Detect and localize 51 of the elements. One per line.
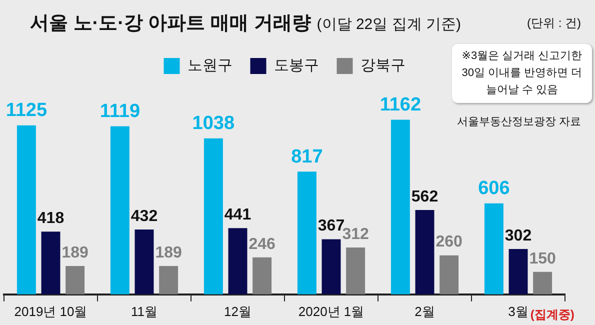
bar bbox=[297, 172, 316, 294]
data-label: 1162 bbox=[380, 94, 422, 116]
bar bbox=[159, 266, 178, 294]
data-label: 260 bbox=[436, 234, 463, 251]
bar bbox=[415, 210, 434, 294]
data-label: 1038 bbox=[192, 113, 235, 134]
x-tick-label: 3월 bbox=[508, 304, 528, 319]
bar bbox=[228, 228, 248, 294]
bar bbox=[204, 138, 223, 294]
x-tick-label: 12월 bbox=[224, 304, 252, 319]
x-tick-label: 2월 bbox=[414, 304, 435, 319]
chart-subtitle: (이달 22일 집계 기준) bbox=[316, 16, 461, 33]
bar bbox=[110, 126, 130, 294]
data-label: 1125 bbox=[6, 100, 48, 122]
bar bbox=[440, 255, 459, 294]
data-label: 562 bbox=[411, 188, 438, 206]
legend-label: 강북구 bbox=[360, 57, 406, 74]
data-label: 418 bbox=[37, 210, 64, 227]
data-label: 817 bbox=[291, 146, 323, 168]
data-label: 302 bbox=[504, 227, 532, 244]
data-label: 606 bbox=[478, 178, 510, 200]
x-tick-label: 11월 bbox=[131, 304, 158, 319]
bar bbox=[134, 229, 154, 294]
bar bbox=[252, 257, 272, 294]
x-tick-label: 2020년 1월 bbox=[298, 304, 364, 319]
bar bbox=[322, 239, 341, 294]
bar bbox=[16, 125, 36, 294]
text: (집계중) bbox=[530, 307, 574, 322]
data-label: 432 bbox=[130, 208, 158, 225]
bar bbox=[41, 232, 60, 294]
legend-label: 노원구 bbox=[187, 57, 232, 74]
chart-title: 서울 노·도·강 아파트 매매 거래량 bbox=[30, 13, 311, 34]
data-label: 246 bbox=[248, 236, 276, 253]
data-label: 150 bbox=[529, 250, 556, 268]
data-label: 312 bbox=[342, 226, 370, 243]
data-label: 441 bbox=[224, 206, 252, 224]
data-label: 189 bbox=[62, 244, 89, 262]
bar bbox=[66, 266, 85, 294]
bar bbox=[390, 120, 410, 294]
annotation: 서울부동산정보광장 자료 bbox=[456, 115, 581, 129]
bar bbox=[533, 272, 552, 294]
data-label: 367 bbox=[318, 218, 345, 235]
data-label: 189 bbox=[155, 244, 182, 262]
text: ※3월은 실거래 신고기한 30일 이내를 반영하면 더 늘어날 수 있음 bbox=[452, 44, 592, 103]
legend-label: 도봉구 bbox=[274, 57, 319, 74]
x-tick-label: 2019년 10월 bbox=[14, 304, 88, 319]
bar bbox=[346, 248, 366, 294]
data-label: 1119 bbox=[100, 100, 140, 122]
bar bbox=[484, 203, 504, 294]
text: (단위 : 건) bbox=[527, 15, 581, 32]
bar bbox=[508, 249, 528, 294]
